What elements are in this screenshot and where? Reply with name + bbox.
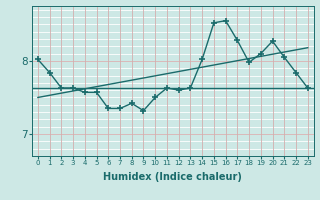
X-axis label: Humidex (Indice chaleur): Humidex (Indice chaleur) — [103, 172, 242, 182]
